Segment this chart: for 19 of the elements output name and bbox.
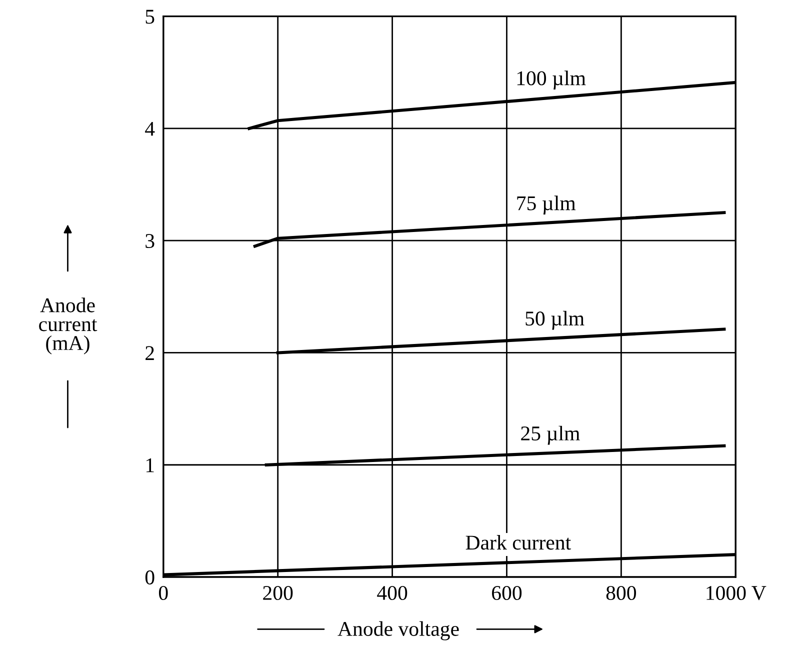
series-label: 75 µlm: [517, 196, 576, 215]
x-tick-label: 400: [377, 586, 408, 600]
x-tick-label: 200: [263, 586, 293, 600]
y-tick-label: 0: [145, 570, 154, 584]
series-label: 50 µlm: [526, 310, 584, 330]
y-tick-label: 3: [146, 234, 154, 248]
x-tick-label: 0: [158, 586, 168, 600]
y-tick-label: 5: [146, 10, 154, 24]
y-tick-label: 2: [146, 346, 154, 360]
series-label: 25 µlm: [521, 426, 580, 445]
x-tick-label: 600: [492, 586, 522, 600]
x-tick-label: 800: [606, 586, 636, 600]
y-tick-label: 1: [146, 458, 154, 472]
series-label: Dark current: [466, 535, 571, 550]
y-tick-label: 4: [145, 122, 155, 136]
series-label: 100 µlm: [517, 70, 586, 90]
x-axis-title: Anode voltage: [338, 621, 459, 640]
x-tick-label: 1000 V: [706, 586, 766, 600]
y-axis-title: Anode current (mA): [39, 298, 98, 354]
